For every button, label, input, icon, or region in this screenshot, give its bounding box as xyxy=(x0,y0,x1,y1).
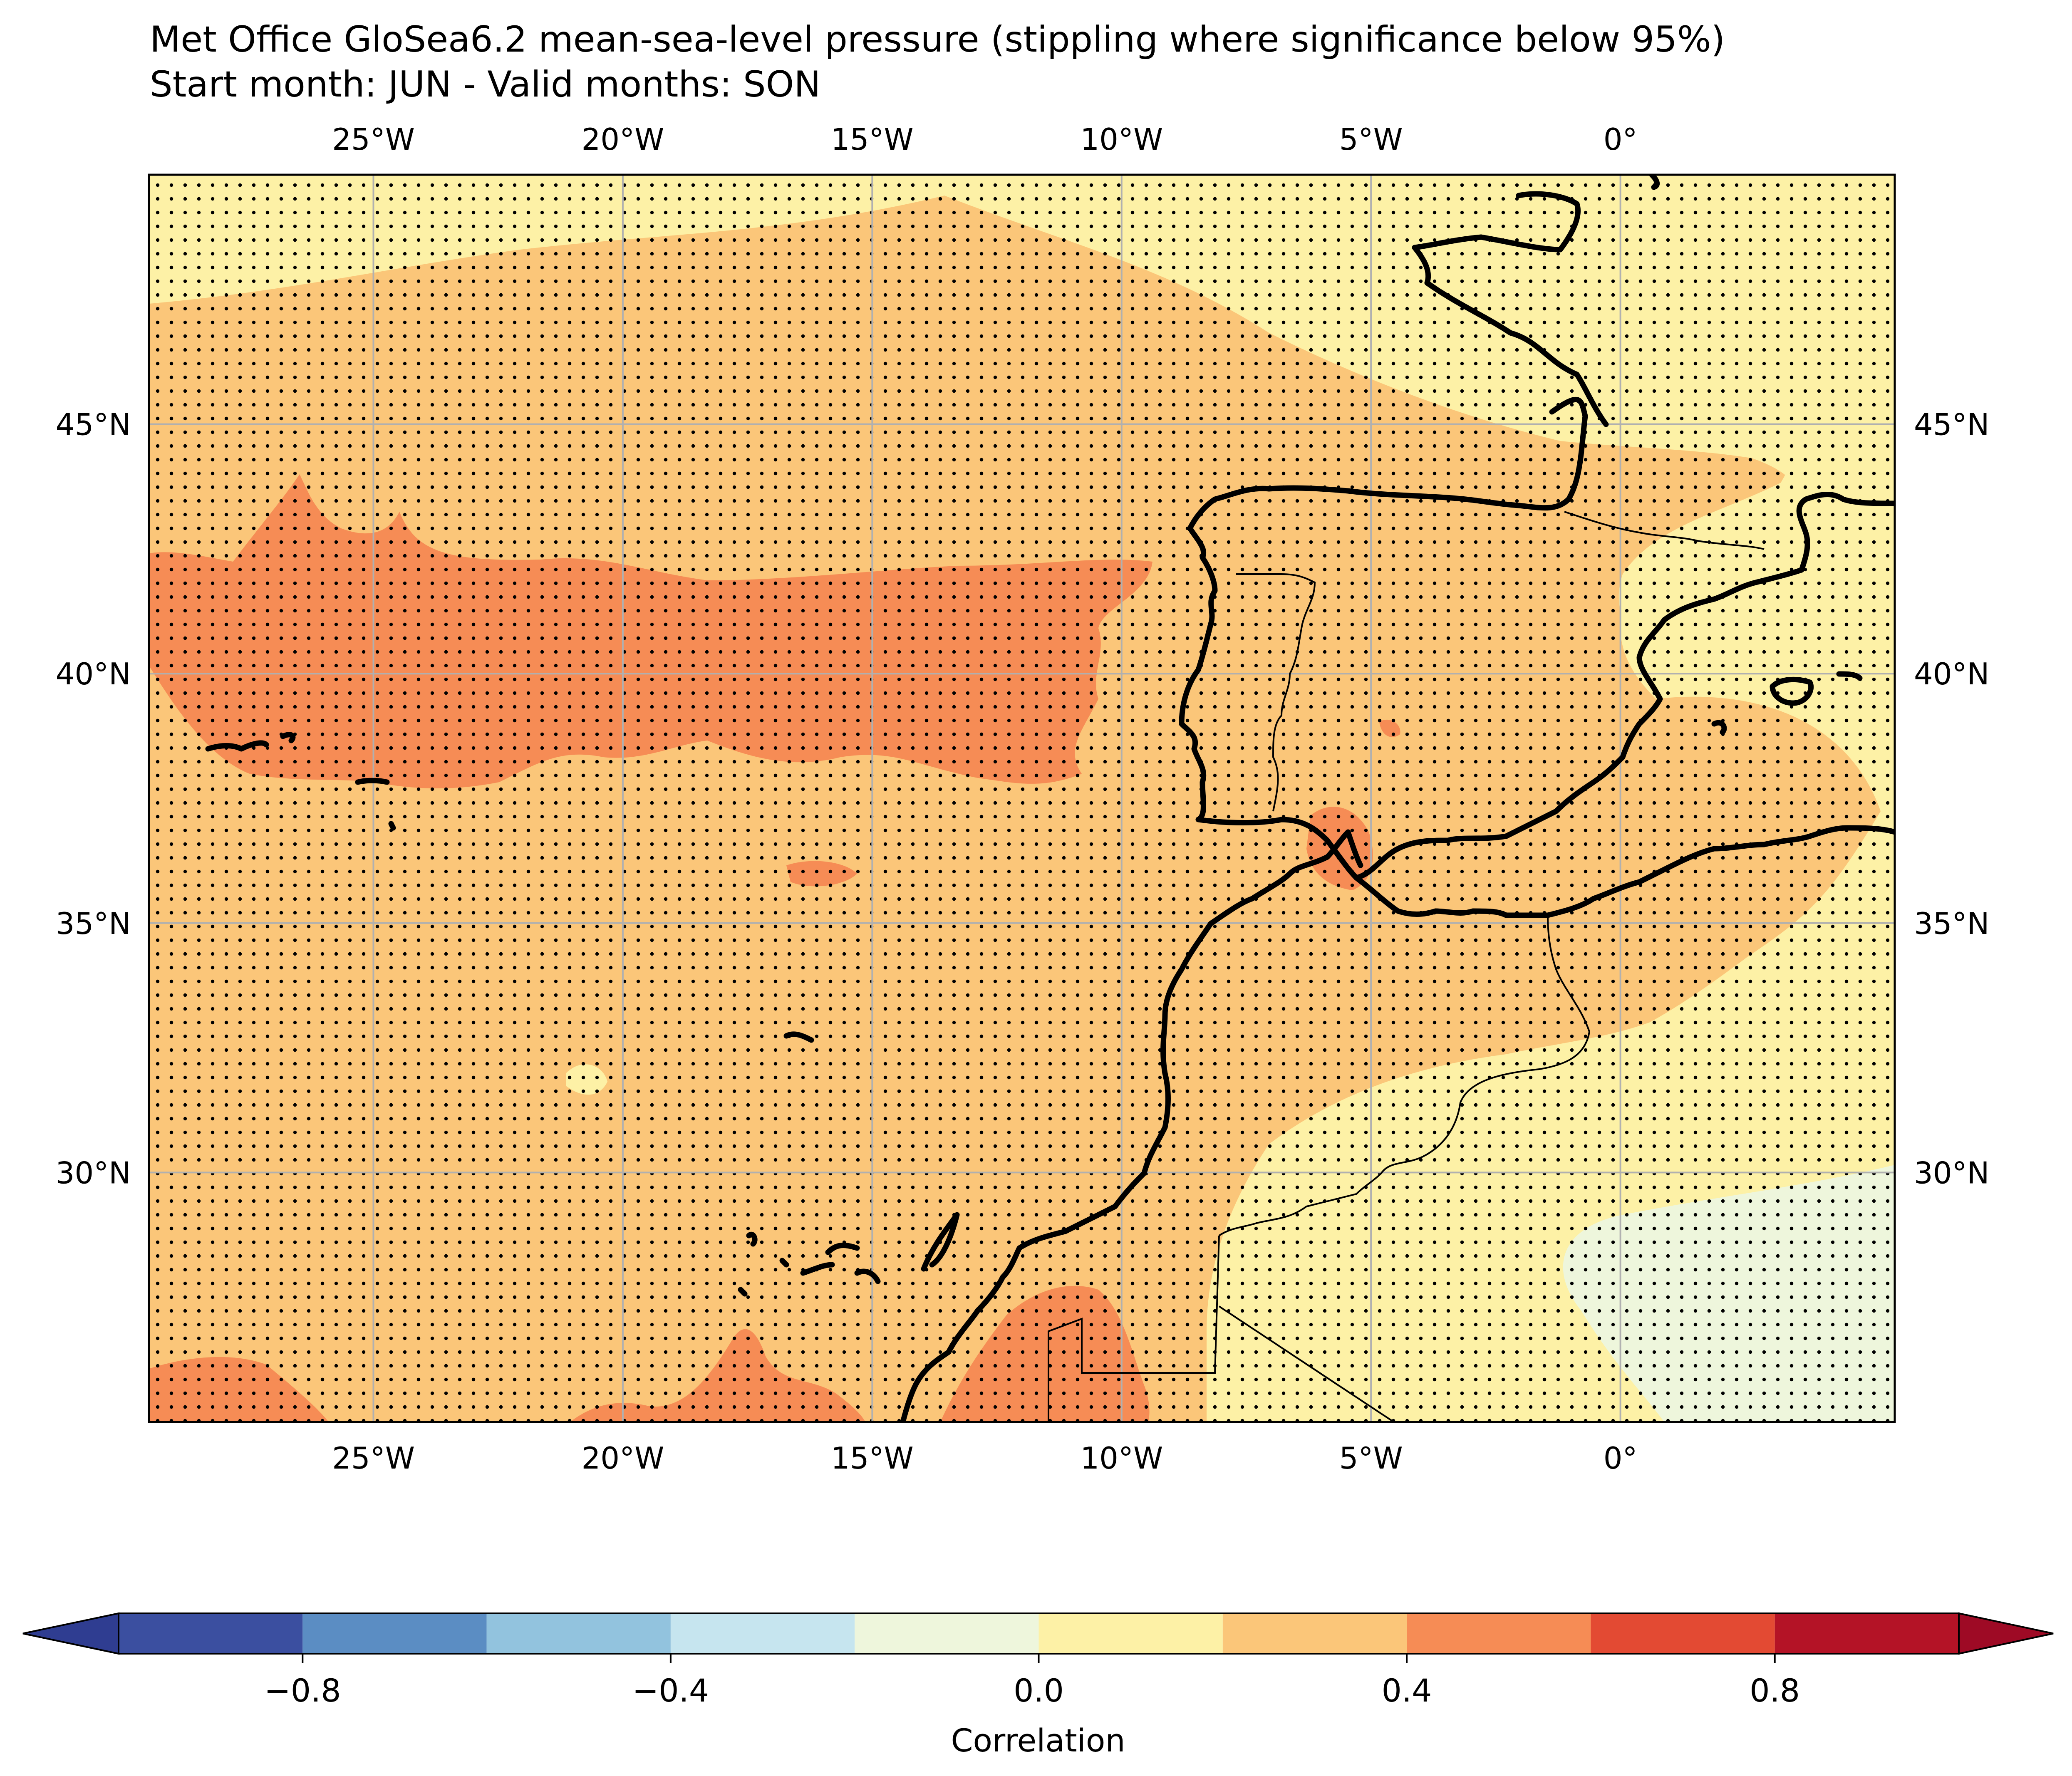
coastline-azores-4 xyxy=(388,821,396,831)
lon-tick-bottom-1: 20°W xyxy=(582,1441,664,1476)
lon-tick-top-5: 0° xyxy=(1604,122,1638,157)
map-frame xyxy=(148,173,1896,1423)
colorbar-segment-4 xyxy=(855,1613,1039,1654)
colorbar-segment-6 xyxy=(1222,1613,1407,1654)
lat-tick-right-0: 45°N xyxy=(1914,407,1989,442)
lat-tick-left-3: 30°N xyxy=(56,1155,131,1190)
coastlines xyxy=(205,175,1895,1422)
lat-tick-right-3: 30°N xyxy=(1914,1155,1989,1190)
lon-tick-top-4: 5°W xyxy=(1339,122,1403,157)
coastline-madeira xyxy=(783,1031,814,1043)
colorbar-segment-9 xyxy=(1775,1613,1959,1654)
lon-tick-top-0: 25°W xyxy=(332,122,415,157)
colorbar: −0.8 −0.4 0.0 0.4 0.8 xyxy=(22,1612,2054,1709)
colorbar-segment-7 xyxy=(1407,1613,1591,1654)
colorbar-over-arrow xyxy=(1958,1612,2054,1655)
colorbar-tick-label-2: 0.0 xyxy=(1014,1672,1064,1709)
lon-tick-top-2: 15°W xyxy=(831,122,914,157)
coastline-britany-biscay xyxy=(1412,175,1660,427)
lon-tick-bottom-0: 25°W xyxy=(332,1441,415,1476)
coastline-balearic-mallorca xyxy=(1770,676,1814,706)
lon-tick-bottom-5: 0° xyxy=(1604,1441,1638,1476)
colorbar-segment-0 xyxy=(119,1613,303,1654)
colorbar-tick-label-4: 0.8 xyxy=(1750,1672,1800,1709)
lon-tick-labels-top: 25°W 20°W 15°W 10°W 5°W 0° xyxy=(332,122,1637,157)
colorbar-segment-5 xyxy=(1038,1613,1223,1654)
coastline-canary-3 xyxy=(854,1268,881,1284)
colorbar-under-arrow xyxy=(22,1612,119,1655)
colorbar-tick-label-1: −0.4 xyxy=(632,1672,709,1709)
map-area xyxy=(149,175,1895,1422)
coastline-azores-2 xyxy=(280,732,296,743)
coastline-azores-3 xyxy=(355,778,390,785)
lat-tick-labels-right: 45°N 40°N 35°N 30°N xyxy=(1914,407,1989,1191)
coastline-canary-6 xyxy=(779,1258,789,1268)
colorbar-tick-label-0: −0.8 xyxy=(264,1672,341,1709)
lat-tick-left-1: 40°N xyxy=(56,656,131,691)
colorbar-segment-2 xyxy=(486,1613,671,1654)
stippling xyxy=(149,175,1895,1422)
coastline-canary-4 xyxy=(800,1262,835,1276)
coastline-balearic-menorca xyxy=(1836,671,1863,681)
border-morocco-algeria xyxy=(1218,915,1591,1236)
chart-subtitle: Start month: JUN - Valid months: SON xyxy=(150,64,821,105)
colorbar-tick-label-3: 0.4 xyxy=(1382,1672,1432,1709)
coastline-canary-5 xyxy=(746,1232,758,1247)
coastline-canary-1 xyxy=(921,1212,960,1272)
lon-tick-top-1: 20°W xyxy=(582,122,664,157)
lat-tick-left-2: 35°N xyxy=(56,906,131,941)
colorbar-segment-8 xyxy=(1591,1613,1775,1654)
coastline-north-africa xyxy=(900,825,1895,1422)
border-spain-portugal xyxy=(1235,573,1316,812)
lon-tick-bottom-4: 5°W xyxy=(1339,1441,1403,1476)
lon-tick-bottom-3: 10°W xyxy=(1080,1441,1163,1476)
lat-tick-left-0: 45°N xyxy=(56,407,131,442)
border-france-spain xyxy=(1564,511,1765,550)
colorbar-segment-1 xyxy=(302,1613,487,1654)
lon-tick-top-3: 10°W xyxy=(1080,122,1163,157)
country-borders xyxy=(1048,511,1765,1422)
lon-tick-labels-bottom: 25°W 20°W 15°W 10°W 5°W 0° xyxy=(332,1441,1637,1476)
colorbar-label: Correlation xyxy=(951,1722,1125,1759)
coastline-canary-2 xyxy=(825,1242,860,1255)
lon-tick-bottom-2: 15°W xyxy=(831,1441,914,1476)
coastline-balearic-ibiza xyxy=(1711,720,1727,735)
coastline-canary-7 xyxy=(738,1287,748,1297)
border-western-sahara xyxy=(1048,1235,1395,1422)
lat-tick-right-2: 35°N xyxy=(1914,906,1989,941)
coastline-azores-1 xyxy=(205,740,269,752)
lat-tick-right-1: 40°N xyxy=(1914,656,1989,691)
chart-title: Met Office GloSea6.2 mean-sea-level pres… xyxy=(150,19,1725,60)
lat-tick-labels-left: 45°N 40°N 35°N 30°N xyxy=(56,407,131,1191)
coastline-iberia xyxy=(1179,397,1895,881)
colorbar-segment-3 xyxy=(670,1613,855,1654)
